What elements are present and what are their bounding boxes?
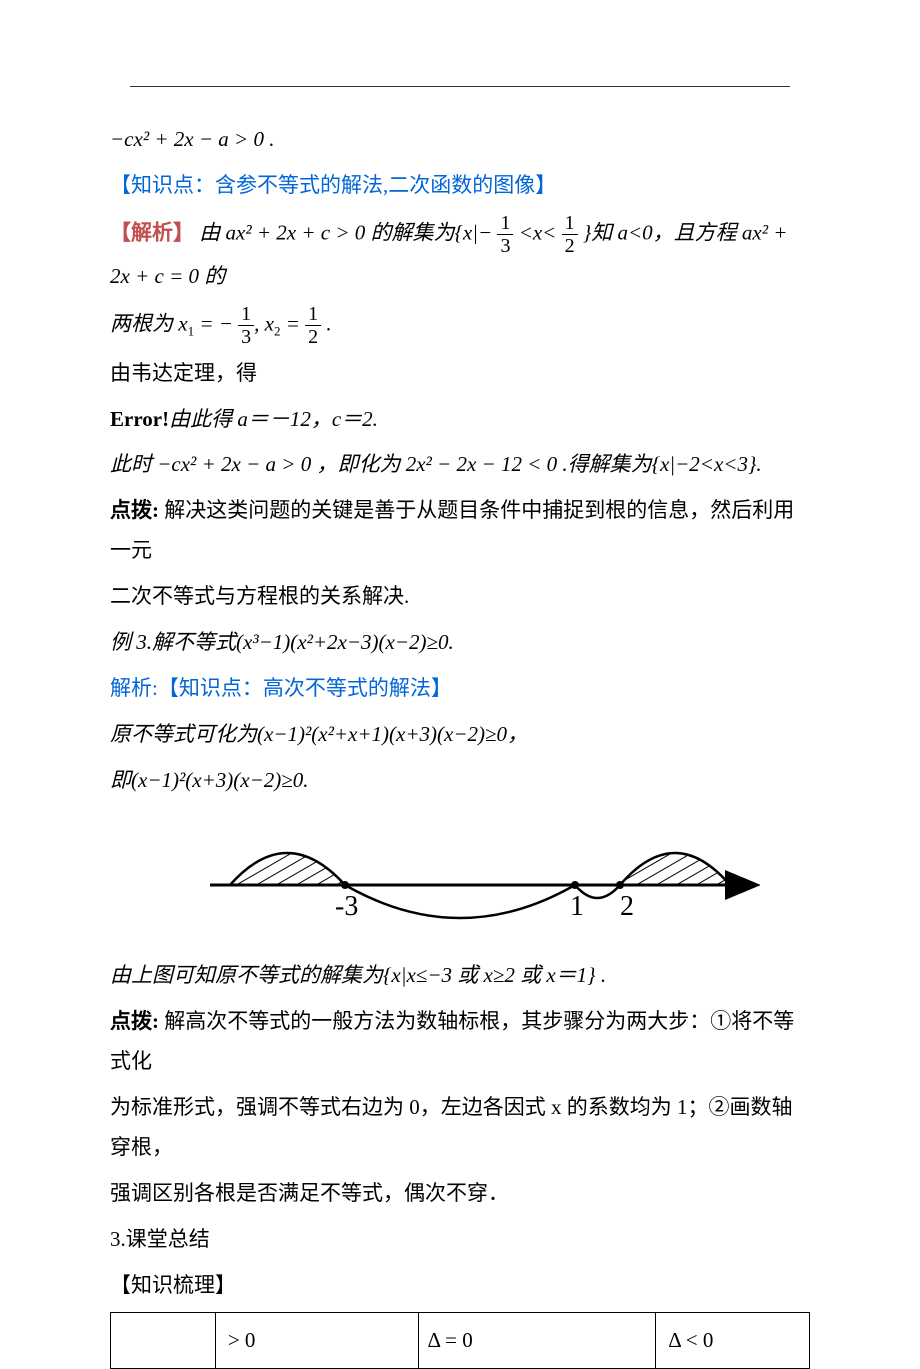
dianbo-label: 点拨: xyxy=(110,498,159,522)
dianbo-2c: 强调区别各根是否满足不等式，偶次不穿． xyxy=(110,1174,810,1214)
dianbo-1b: 二次不等式与方程根的关系解决. xyxy=(110,577,810,617)
factored-1: 原不等式可化为(x−1)²(x²+x+1)(x+3)(x−2)≥0， xyxy=(110,715,810,755)
cell-blank xyxy=(111,1312,216,1369)
fraction-1-3: 1 3 xyxy=(497,212,513,257)
roots-b: = − xyxy=(194,311,233,335)
knowledge-2-text: 【知识点：高次不等式的解法】 xyxy=(158,676,452,700)
dianbo-2: 点拨: 解高次不等式的一般方法为数轴标根，其步骤分为两大步：①将不等式化 xyxy=(110,1002,810,1082)
knowledge-review: 【知识梳理】 xyxy=(110,1266,810,1306)
error-line: Error!由此得 a＝－12，c＝2. xyxy=(110,400,810,440)
dianbo-label-2: 点拨: xyxy=(110,1009,159,1033)
analysis-label-2: 解析: xyxy=(110,676,158,700)
cell-gt0: > 0 xyxy=(215,1312,418,1369)
analysis-text-a: 由 ax² + 2x + c > 0 的解集为{x|− xyxy=(199,220,492,244)
frac-num: 1 xyxy=(497,212,513,234)
frac-den: 2 xyxy=(305,325,321,348)
roots-d: = xyxy=(281,311,306,335)
table-row: > 0 Δ = 0 Δ < 0 xyxy=(111,1312,810,1369)
analysis-line: 【解析】 由 ax² + 2x + c > 0 的解集为{x|− 1 3 <x<… xyxy=(110,212,810,297)
analysis-text-b: <x< xyxy=(519,220,557,244)
sign-chart-diagram: -3 1 2 xyxy=(200,813,810,947)
page-rule xyxy=(130,86,790,87)
cell-lt0: Δ < 0 xyxy=(656,1312,810,1369)
example-3: 例 3.解不等式(x³−1)(x²+2x−3)(x−2)≥0. xyxy=(110,623,810,663)
svg-text:1: 1 xyxy=(570,891,584,922)
solution-set: 由上图可知原不等式的解集为{x|x≤−3 或 x≥2 或 x＝1} . xyxy=(110,956,810,996)
svg-text:2: 2 xyxy=(620,891,634,922)
svg-text:-3: -3 xyxy=(335,891,358,922)
roots-line: 两根为 x 1 = − 1 3 , x 2 = 1 2 . xyxy=(110,303,810,348)
fraction-neg-1-3: 1 3 xyxy=(238,303,254,348)
fraction-1-2: 1 2 xyxy=(562,212,578,257)
frac-den: 3 xyxy=(238,325,254,348)
frac-num: 1 xyxy=(562,212,578,234)
discriminant-table: > 0 Δ = 0 Δ < 0 xyxy=(110,1312,810,1369)
vieta-line: 由韦达定理，得 xyxy=(110,354,810,394)
roots-c: , x xyxy=(254,311,274,335)
fraction-1-2-b: 1 2 xyxy=(305,303,321,348)
knowledge-point-1: 【知识点：含参不等式的解法,二次函数的图像】 xyxy=(110,166,810,206)
inequality-expr-1: −cx² + 2x − a > 0 . xyxy=(110,120,810,160)
document-body: −cx² + 2x − a > 0 . 【知识点：含参不等式的解法,二次函数的图… xyxy=(110,120,810,1369)
dianbo-2b: 为标准形式，强调不等式右边为 0，左边各因式 x 的系数均为 1；②画数轴穿根， xyxy=(110,1088,810,1168)
section-3: 3.课堂总结 xyxy=(110,1220,810,1260)
roots-a: 两根为 x xyxy=(110,311,188,335)
analysis-label: 【解析】 xyxy=(110,220,194,244)
result-line: 此时 −cx² + 2x − a > 0 ，即化为 2x² − 2x − 12 … xyxy=(110,445,810,485)
frac-den: 3 xyxy=(497,234,513,257)
dianbo-text-a: 解决这类问题的关键是善于从题目条件中捕捉到根的信息，然后利用一元 xyxy=(110,498,794,562)
frac-num: 1 xyxy=(305,303,321,325)
dianbo-2a: 解高次不等式的一般方法为数轴标根，其步骤分为两大步：①将不等式化 xyxy=(110,1009,794,1073)
factored-2: 即(x−1)²(x+3)(x−2)≥0. xyxy=(110,761,810,801)
cell-eq0: Δ = 0 xyxy=(418,1312,656,1369)
roots-e: . xyxy=(321,311,332,335)
dianbo-1: 点拨: 解决这类问题的关键是善于从题目条件中捕捉到根的信息，然后利用一元 xyxy=(110,491,810,571)
frac-num: 1 xyxy=(238,303,254,325)
knowledge-point-2: 解析:【知识点：高次不等式的解法】 xyxy=(110,669,810,709)
frac-den: 2 xyxy=(562,234,578,257)
